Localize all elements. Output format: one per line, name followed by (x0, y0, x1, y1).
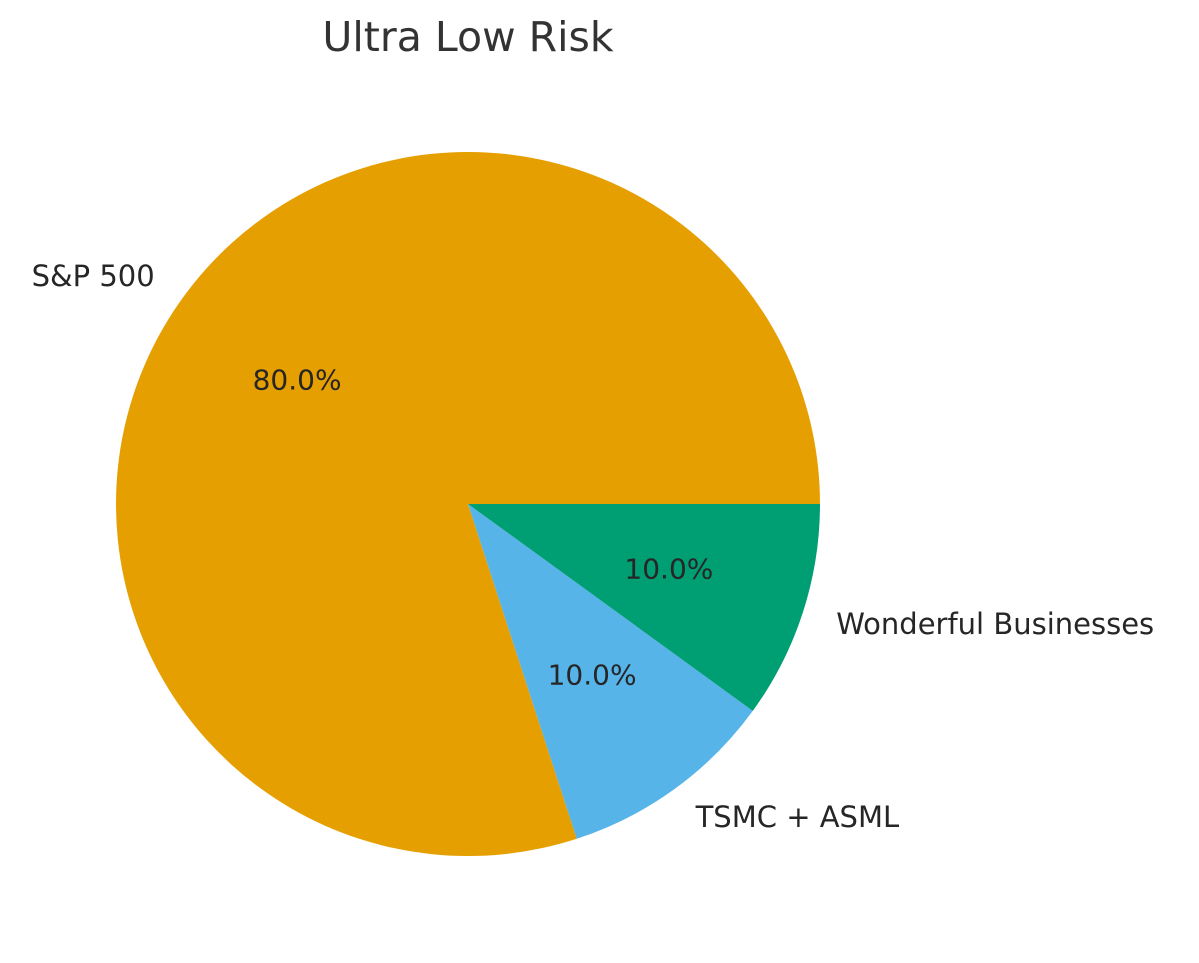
pie-slice-s-p-500 (116, 151, 821, 856)
pie-slice-tsmc-asml (468, 504, 753, 839)
pie-slice-wonderful-businesses (468, 504, 820, 711)
chart-title: Ultra Low Risk (322, 13, 614, 61)
